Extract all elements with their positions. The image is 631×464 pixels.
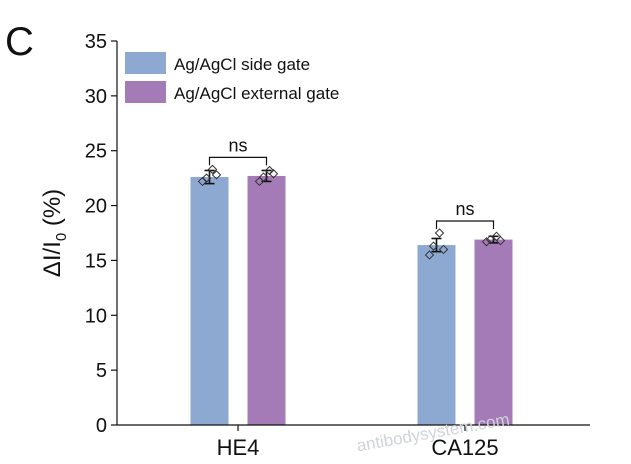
bar [247, 175, 286, 425]
data-point [434, 228, 445, 238]
data-point [428, 241, 439, 251]
data-point [485, 234, 496, 245]
y-tick-label: 25 [85, 141, 107, 163]
data-point [438, 244, 449, 255]
data-point [211, 170, 222, 180]
data-point [495, 235, 506, 246]
legend-swatch-external-gate [125, 81, 166, 103]
data-point [481, 237, 492, 247]
y-tick-label: 5 [96, 360, 107, 382]
x-tick-label: HE4 [217, 435, 260, 460]
bar [474, 239, 513, 425]
bar [190, 177, 229, 425]
data-point [424, 250, 435, 260]
x-tick-label: CA125 [431, 435, 498, 460]
y-tick-label: 0 [96, 415, 107, 437]
y-axis-title: ΔI/I0 (%) [39, 189, 70, 277]
bar [417, 245, 456, 425]
data-point [197, 176, 208, 187]
significance-bracket [208, 156, 268, 166]
data-point [264, 165, 275, 176]
y-tick-label: 15 [85, 250, 107, 272]
legend: Ag/AgCl side gate Ag/AgCl external gate [125, 52, 339, 103]
significance-bracket [435, 220, 495, 229]
legend-label-side-gate: Ag/AgCl side gate [174, 55, 310, 74]
significance-label: ns [228, 135, 247, 155]
data-point [258, 172, 269, 182]
plot-area: ns ns 0 5 10 15 20 25 30 35 HE4 CA125 [85, 31, 590, 460]
y-tick-label: 20 [85, 196, 107, 218]
significance-label: ns [455, 199, 474, 219]
legend-label-external-gate: Ag/AgCl external gate [174, 84, 339, 103]
data-point [201, 173, 212, 183]
panel-letter: C [5, 20, 34, 64]
y-tick-label: 10 [85, 305, 107, 327]
y-tick-label: 30 [85, 86, 107, 108]
y-tick-label: 35 [85, 31, 107, 53]
legend-swatch-side-gate [125, 52, 166, 74]
data-point [268, 169, 279, 179]
data-point [207, 164, 218, 175]
